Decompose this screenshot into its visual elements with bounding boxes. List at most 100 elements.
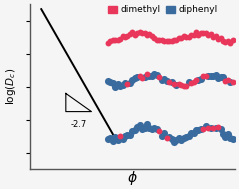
Point	[121, 35, 125, 38]
Point	[140, 128, 144, 131]
Point	[201, 75, 205, 78]
Point	[121, 138, 125, 141]
Point	[128, 81, 132, 84]
Point	[211, 35, 215, 38]
Point	[167, 136, 171, 139]
Point	[228, 137, 232, 140]
Point	[184, 84, 188, 88]
Point	[125, 35, 129, 38]
Point	[194, 129, 198, 132]
Point	[106, 137, 110, 140]
Point	[189, 34, 193, 37]
Point	[199, 77, 203, 80]
Text: -2.7: -2.7	[71, 120, 87, 129]
Point	[192, 132, 196, 135]
Point	[167, 80, 171, 83]
Point	[113, 38, 117, 41]
Point	[231, 39, 235, 42]
Point	[157, 129, 161, 132]
Point	[128, 32, 132, 35]
Point	[214, 74, 217, 77]
Point	[204, 31, 208, 34]
Point	[118, 38, 122, 41]
Point	[150, 75, 154, 78]
Point	[219, 75, 223, 78]
Point	[155, 73, 159, 76]
Point	[174, 138, 178, 141]
Point	[226, 133, 230, 136]
Point	[177, 83, 181, 86]
Point	[172, 39, 176, 42]
Point	[125, 134, 129, 137]
Point	[170, 40, 174, 43]
Point	[211, 75, 215, 78]
Point	[147, 127, 151, 130]
Point	[157, 38, 161, 41]
Point	[160, 38, 164, 41]
Point	[226, 78, 230, 81]
Point	[143, 32, 147, 35]
Point	[118, 135, 122, 138]
Point	[138, 31, 141, 34]
Point	[187, 81, 190, 84]
Point	[111, 82, 115, 85]
Point	[196, 129, 200, 132]
Point	[177, 136, 181, 139]
Point	[223, 40, 227, 43]
Point	[135, 32, 139, 35]
Point	[157, 76, 161, 79]
Point	[223, 79, 227, 82]
Point	[187, 135, 190, 138]
Point	[111, 140, 115, 143]
Point	[216, 76, 220, 79]
Point	[108, 81, 112, 84]
Point	[204, 124, 208, 127]
Point	[182, 84, 186, 87]
Point	[177, 37, 181, 40]
Point	[143, 76, 147, 79]
Point	[133, 33, 137, 36]
Point	[170, 138, 174, 141]
Point	[121, 83, 125, 86]
Point	[201, 127, 205, 130]
Point	[221, 39, 225, 42]
Point	[133, 129, 137, 132]
Point	[174, 83, 178, 86]
Point	[194, 79, 198, 82]
Point	[130, 130, 134, 133]
Point	[206, 34, 210, 37]
Point	[192, 34, 196, 37]
Point	[152, 73, 156, 76]
Point	[113, 85, 117, 88]
Point	[106, 41, 110, 44]
Point	[231, 80, 235, 83]
Point	[162, 131, 166, 134]
Point	[138, 75, 141, 78]
Point	[209, 33, 213, 36]
Point	[135, 126, 139, 129]
Point	[130, 31, 134, 34]
Point	[108, 39, 112, 42]
Point	[199, 127, 203, 130]
Point	[140, 77, 144, 80]
Point	[231, 138, 235, 141]
Point	[182, 35, 186, 38]
Point	[216, 37, 220, 40]
Point	[192, 81, 196, 84]
Point	[165, 40, 168, 43]
Point	[211, 126, 215, 129]
Point	[138, 124, 141, 127]
Point	[160, 134, 164, 137]
Point	[174, 38, 178, 41]
Point	[196, 78, 200, 81]
Point	[209, 74, 213, 77]
Point	[172, 140, 176, 143]
Point	[216, 126, 220, 129]
Point	[206, 75, 210, 78]
Point	[184, 136, 188, 139]
Point	[226, 40, 230, 43]
Point	[184, 36, 188, 39]
Point	[179, 83, 183, 86]
Y-axis label: $\log(D_c)$: $\log(D_c)$	[4, 68, 18, 105]
Point	[219, 128, 223, 131]
